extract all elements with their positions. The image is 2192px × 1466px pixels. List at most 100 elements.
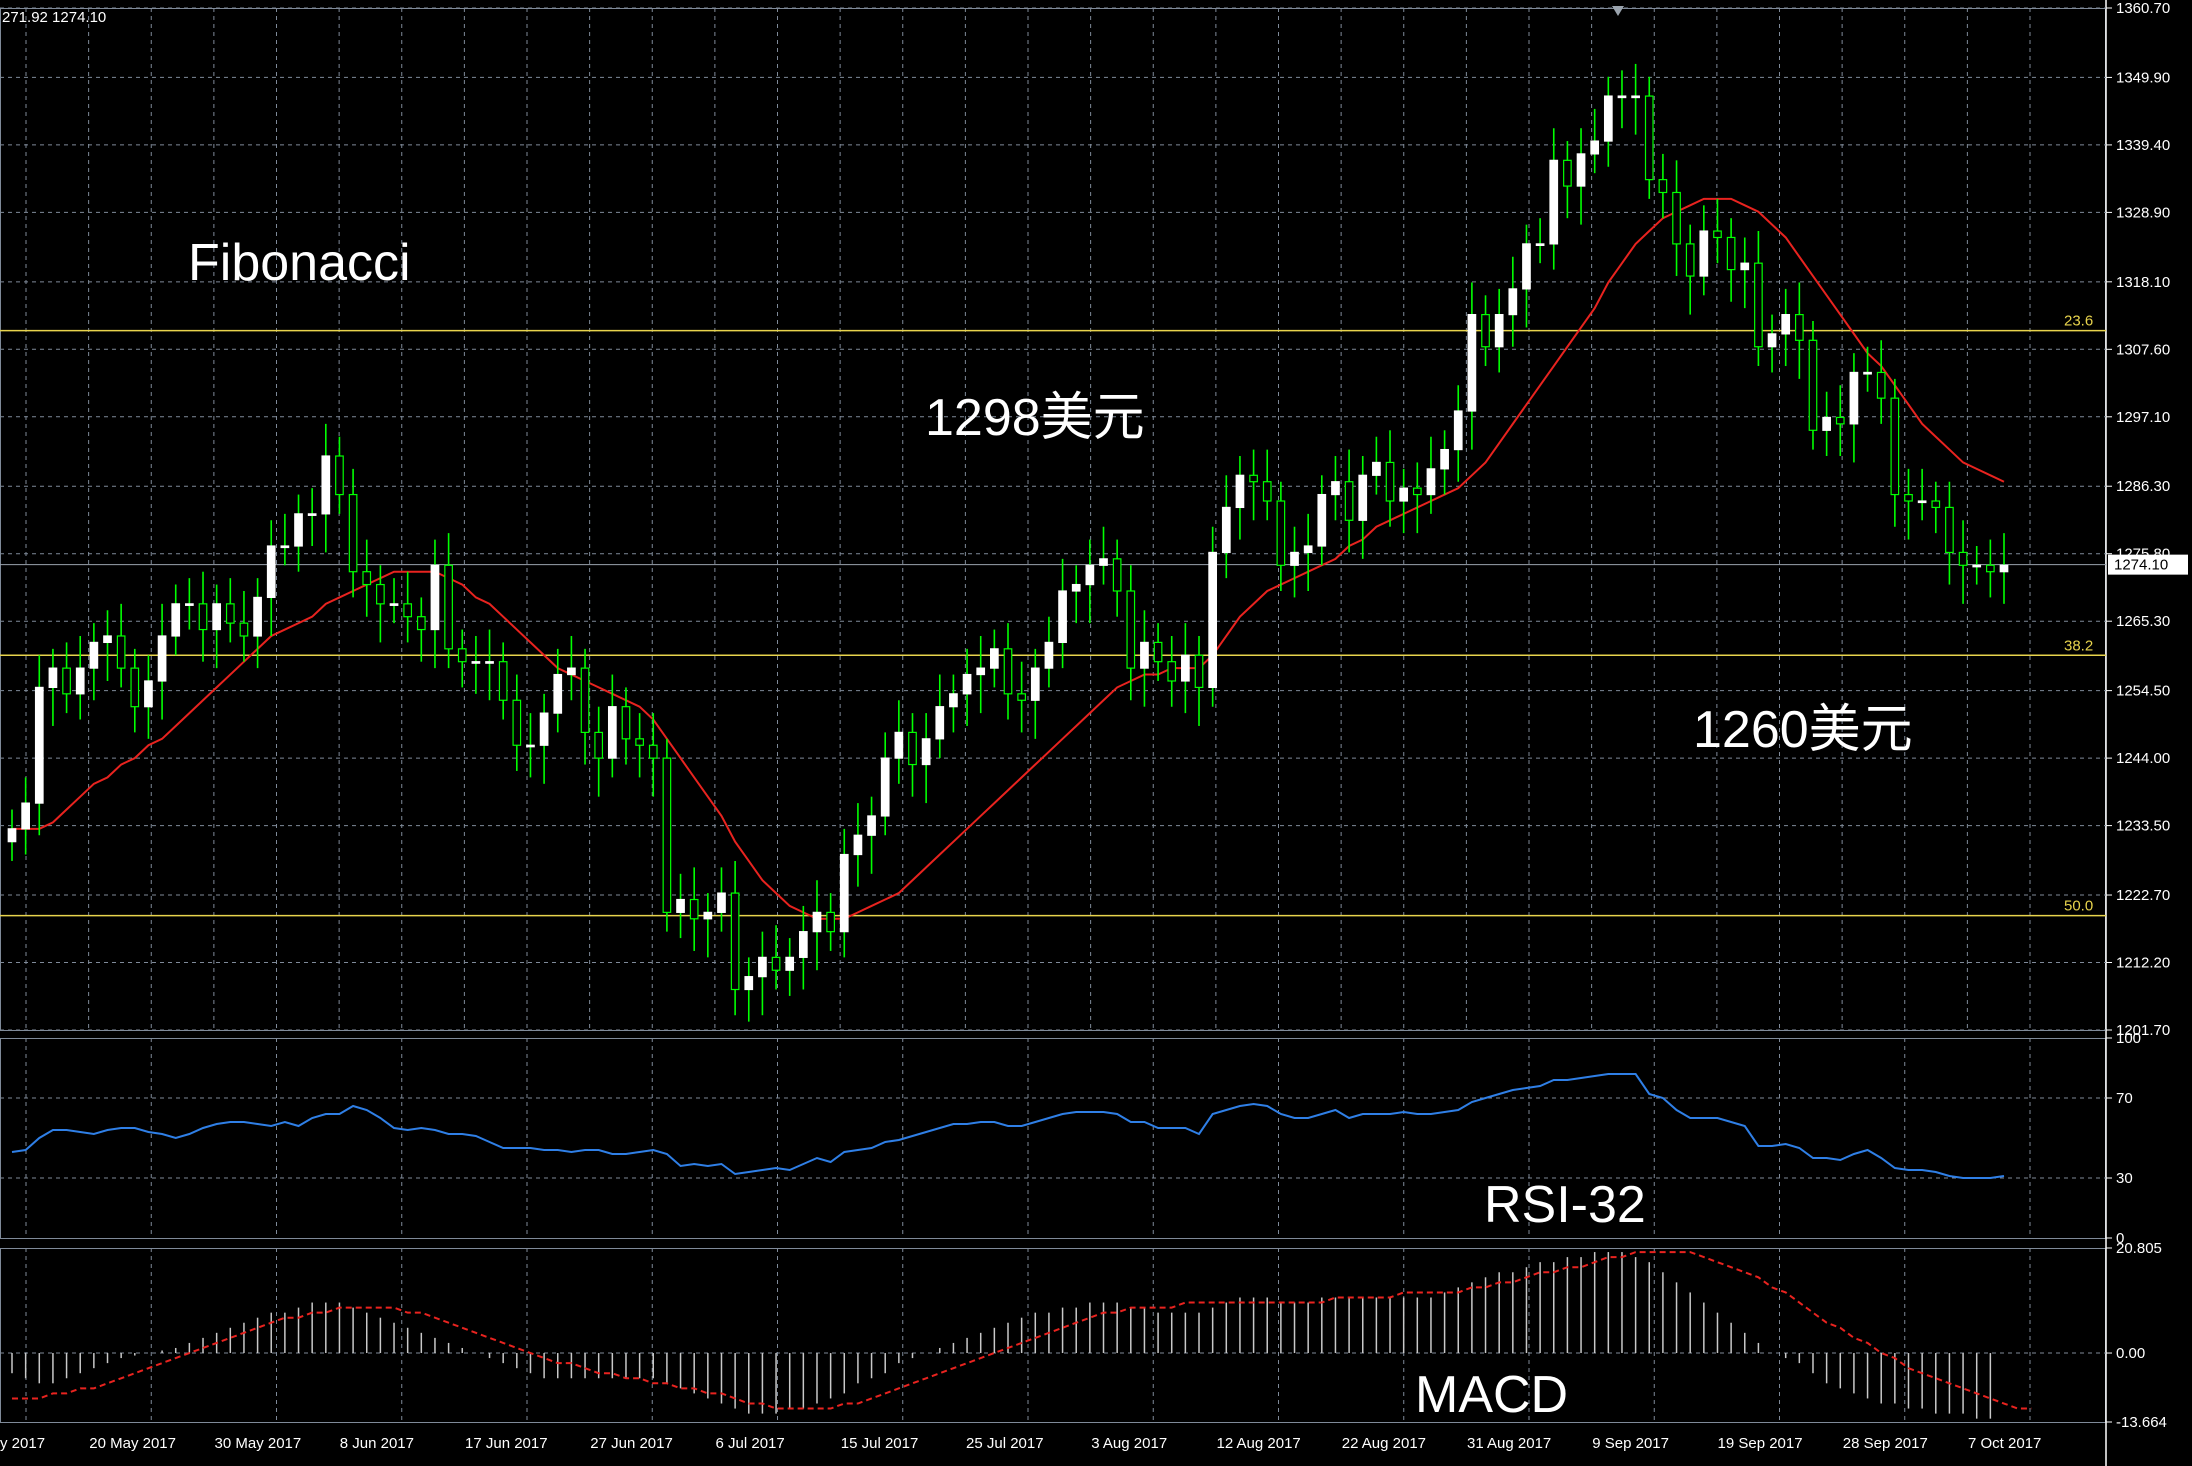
candle-body bbox=[1958, 551, 1968, 566]
x-tick-label: 31 Aug 2017 bbox=[1467, 1435, 1551, 1452]
candle-body bbox=[1167, 661, 1177, 682]
candle-body bbox=[1890, 397, 1900, 496]
candle-body bbox=[908, 731, 917, 766]
candle-body bbox=[1699, 230, 1709, 277]
candle-body bbox=[1140, 641, 1149, 669]
y-tick-label: 1307.60 bbox=[2116, 341, 2170, 358]
label-rsi: RSI-32 bbox=[1484, 1176, 1646, 1234]
fib-level-label: 38.2 bbox=[2064, 637, 2093, 654]
x-tick-label: 15 Jul 2017 bbox=[841, 1435, 919, 1452]
candle-body bbox=[89, 641, 99, 669]
candle-body bbox=[1481, 314, 1490, 348]
candle-body bbox=[1726, 236, 1736, 271]
candle-body bbox=[1863, 371, 1872, 375]
candle-body bbox=[526, 744, 535, 748]
candle-body bbox=[185, 603, 194, 606]
candle-body bbox=[1931, 500, 1941, 509]
candle-body bbox=[157, 635, 167, 682]
candle-body bbox=[1781, 314, 1791, 335]
y-tick-label: 1297.10 bbox=[2116, 409, 2170, 426]
candle-body bbox=[839, 853, 849, 933]
candle-body bbox=[1999, 564, 2009, 573]
ohlc-readout: 271.92 1274.10 bbox=[2, 9, 106, 26]
candle-body bbox=[171, 603, 181, 637]
candle-body bbox=[635, 738, 644, 746]
candle-body bbox=[785, 956, 795, 971]
candle-body bbox=[1972, 564, 1982, 568]
x-tick-label: 3 Aug 2017 bbox=[1091, 1435, 1167, 1452]
y-tick-label: 1360.70 bbox=[2116, 0, 2170, 17]
y-tick-label: 1339.40 bbox=[2116, 137, 2170, 154]
y-tick-label: 1328.90 bbox=[2116, 204, 2170, 221]
candle-body bbox=[1945, 506, 1954, 554]
candle-body bbox=[1058, 590, 1067, 644]
candle-body bbox=[7, 828, 17, 843]
y-tick-label: 1233.50 bbox=[2116, 818, 2170, 835]
candle-body bbox=[253, 596, 262, 637]
x-tick-label: 25 Jul 2017 bbox=[966, 1435, 1044, 1452]
candle-body bbox=[1767, 333, 1777, 348]
candle-body bbox=[1099, 558, 1108, 566]
candle-body bbox=[976, 667, 986, 676]
x-tick-label: 17 Jun 2017 bbox=[465, 1435, 548, 1452]
candle-body bbox=[1522, 243, 1531, 290]
candle-body bbox=[1440, 448, 1449, 470]
y-tick-label: 1318.10 bbox=[2116, 274, 2170, 291]
candle-body bbox=[1262, 481, 1272, 502]
panel-frame bbox=[0, 8, 2106, 1031]
candle-body bbox=[1399, 487, 1409, 502]
candle-body bbox=[717, 892, 726, 913]
candle-body bbox=[348, 493, 358, 573]
candle-body bbox=[1003, 648, 1013, 695]
candle-body bbox=[307, 513, 317, 516]
candle-body bbox=[621, 706, 631, 740]
candle-body bbox=[294, 513, 303, 547]
y-tick-label: 1254.50 bbox=[2116, 683, 2170, 700]
y-tick-label: 1201.70 bbox=[2116, 1022, 2170, 1039]
candle-body bbox=[771, 956, 781, 971]
candle-body bbox=[1576, 153, 1586, 187]
candle-body bbox=[1986, 564, 1995, 573]
candle-body bbox=[1235, 474, 1245, 509]
candle-body bbox=[949, 693, 958, 708]
candle-body bbox=[48, 667, 58, 689]
candle-body bbox=[1876, 371, 1886, 399]
candle-body bbox=[1126, 590, 1136, 669]
candle-body bbox=[321, 455, 331, 515]
candle-body bbox=[1030, 667, 1040, 701]
candle-body bbox=[1249, 474, 1258, 483]
x-tick-label: 7 Oct 2017 bbox=[1968, 1435, 2041, 1452]
candle-body bbox=[376, 583, 385, 605]
rsi-tick-label: 0 bbox=[2116, 1230, 2124, 1247]
candle-body bbox=[62, 667, 71, 695]
candle-body bbox=[1303, 545, 1313, 554]
candle-body bbox=[962, 673, 972, 695]
rsi-panel bbox=[0, 1073, 2106, 1179]
candle-body bbox=[1208, 551, 1218, 689]
y-tick-label: 1244.00 bbox=[2116, 750, 2170, 767]
candle-body bbox=[1085, 564, 1095, 586]
rsi-tick-label: 70 bbox=[2116, 1090, 2133, 1107]
candle-body bbox=[567, 667, 576, 676]
candle-body bbox=[1071, 583, 1081, 592]
candle-body bbox=[144, 680, 153, 708]
candle-body bbox=[1822, 416, 1831, 431]
panel-frame bbox=[0, 1038, 2106, 1239]
label-1260: 1260美元 bbox=[1693, 701, 1913, 759]
candle-body bbox=[1685, 243, 1695, 277]
rsi-line bbox=[11, 1073, 2005, 1179]
candle-body bbox=[21, 802, 30, 830]
candle-body bbox=[1494, 314, 1504, 348]
candle-body bbox=[880, 757, 890, 817]
macd-tick-label: 0.00 bbox=[2116, 1345, 2145, 1362]
macd-signal-line bbox=[12, 1251, 2032, 1410]
candle-body bbox=[1713, 230, 1722, 239]
macd-panel bbox=[0, 1251, 2106, 1419]
candle-body bbox=[280, 545, 290, 549]
candle-body bbox=[935, 706, 945, 740]
candles bbox=[7, 63, 2009, 1022]
candle-body bbox=[75, 667, 85, 695]
candle-body bbox=[1904, 493, 1913, 502]
candle-body bbox=[648, 744, 658, 759]
